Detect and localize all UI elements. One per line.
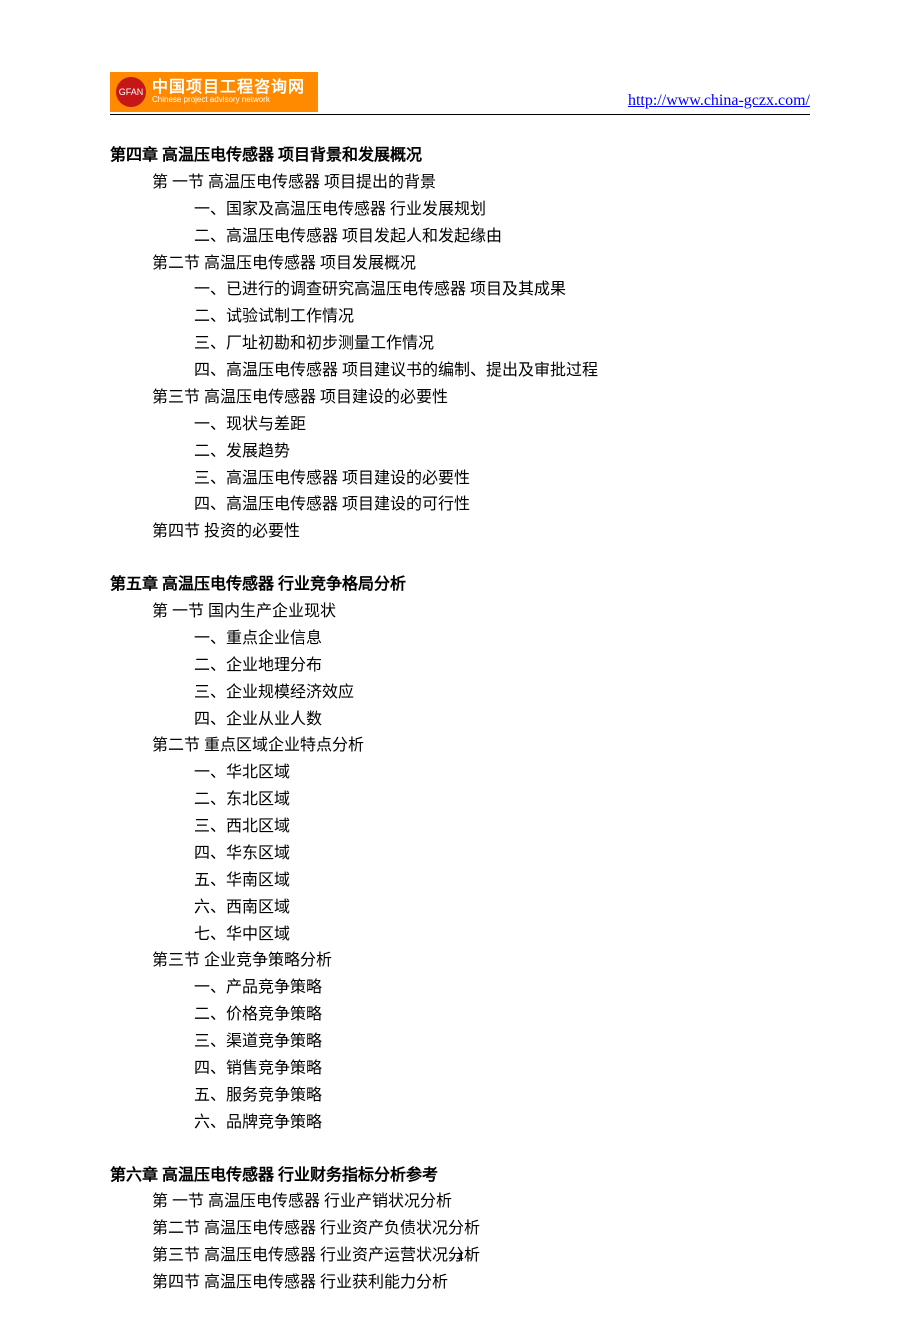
toc-item: 二、东北区域	[110, 787, 810, 814]
toc-item: 四、企业从业人数	[110, 707, 810, 734]
toc-item: 四、高温压电传感器 项目建议书的编制、提出及审批过程	[110, 358, 810, 385]
toc-item: 一、现状与差距	[110, 412, 810, 439]
site-logo: GFAN 中国项目工程咨询网 Chinese project advisory …	[110, 72, 318, 112]
toc-item: 二、试验试制工作情况	[110, 304, 810, 331]
section-heading: 第二节 重点区域企业特点分析	[110, 733, 810, 760]
section-heading: 第二节 高温压电传感器 行业资产负债状况分析	[110, 1216, 810, 1243]
logo-title-en: Chinese project advisory network	[152, 96, 305, 105]
section-heading: 第 一节 国内生产企业现状	[110, 599, 810, 626]
toc-item: 五、华南区域	[110, 868, 810, 895]
toc-content: 第四章 高温压电传感器 项目背景和发展概况第 一节 高温压电传感器 项目提出的背…	[110, 143, 810, 1297]
toc-item: 六、品牌竞争策略	[110, 1110, 810, 1137]
chapter-heading: 第五章 高温压电传感器 行业竞争格局分析	[110, 572, 810, 599]
section-heading: 第二节 高温压电传感器 项目发展概况	[110, 251, 810, 278]
section-heading: 第 一节 高温压电传感器 行业产销状况分析	[110, 1189, 810, 1216]
toc-item: 一、华北区域	[110, 760, 810, 787]
toc-item: 二、企业地理分布	[110, 653, 810, 680]
chapter-heading: 第四章 高温压电传感器 项目背景和发展概况	[110, 143, 810, 170]
toc-item: 一、已进行的调查研究高温压电传感器 项目及其成果	[110, 277, 810, 304]
logo-title-cn: 中国项目工程咨询网	[152, 79, 305, 97]
toc-item: 三、渠道竞争策略	[110, 1029, 810, 1056]
toc-item: 四、高温压电传感器 项目建设的可行性	[110, 492, 810, 519]
chapter-heading: 第六章 高温压电传感器 行业财务指标分析参考	[110, 1163, 810, 1190]
header-url-link[interactable]: http://www.china-gczx.com/	[628, 92, 810, 112]
logo-text-block: 中国项目工程咨询网 Chinese project advisory netwo…	[152, 79, 305, 105]
section-heading: 第 一节 高温压电传感器 项目提出的背景	[110, 170, 810, 197]
toc-item: 一、国家及高温压电传感器 行业发展规划	[110, 197, 810, 224]
toc-item: 二、高温压电传感器 项目发起人和发起缘由	[110, 224, 810, 251]
toc-item: 三、高温压电传感器 项目建设的必要性	[110, 466, 810, 493]
section-heading: 第四节 投资的必要性	[110, 519, 810, 546]
toc-item: 四、华东区域	[110, 841, 810, 868]
toc-item: 二、发展趋势	[110, 439, 810, 466]
toc-item: 二、价格竞争策略	[110, 1002, 810, 1029]
toc-item: 三、企业规模经济效应	[110, 680, 810, 707]
toc-item: 三、西北区域	[110, 814, 810, 841]
toc-item: 四、销售竞争策略	[110, 1056, 810, 1083]
toc-item: 七、华中区域	[110, 922, 810, 949]
page-number: - 4 -	[0, 1250, 920, 1266]
page-header: GFAN 中国项目工程咨询网 Chinese project advisory …	[110, 72, 810, 115]
section-heading: 第四节 高温压电传感器 行业获利能力分析	[110, 1270, 810, 1297]
toc-item: 三、厂址初勘和初步测量工作情况	[110, 331, 810, 358]
section-heading: 第三节 企业竞争策略分析	[110, 948, 810, 975]
document-page: GFAN 中国项目工程咨询网 Chinese project advisory …	[0, 0, 920, 1337]
toc-item: 一、产品竞争策略	[110, 975, 810, 1002]
logo-badge-icon: GFAN	[116, 77, 146, 107]
toc-item: 五、服务竞争策略	[110, 1083, 810, 1110]
toc-item: 六、西南区域	[110, 895, 810, 922]
toc-item: 一、重点企业信息	[110, 626, 810, 653]
section-heading: 第三节 高温压电传感器 项目建设的必要性	[110, 385, 810, 412]
